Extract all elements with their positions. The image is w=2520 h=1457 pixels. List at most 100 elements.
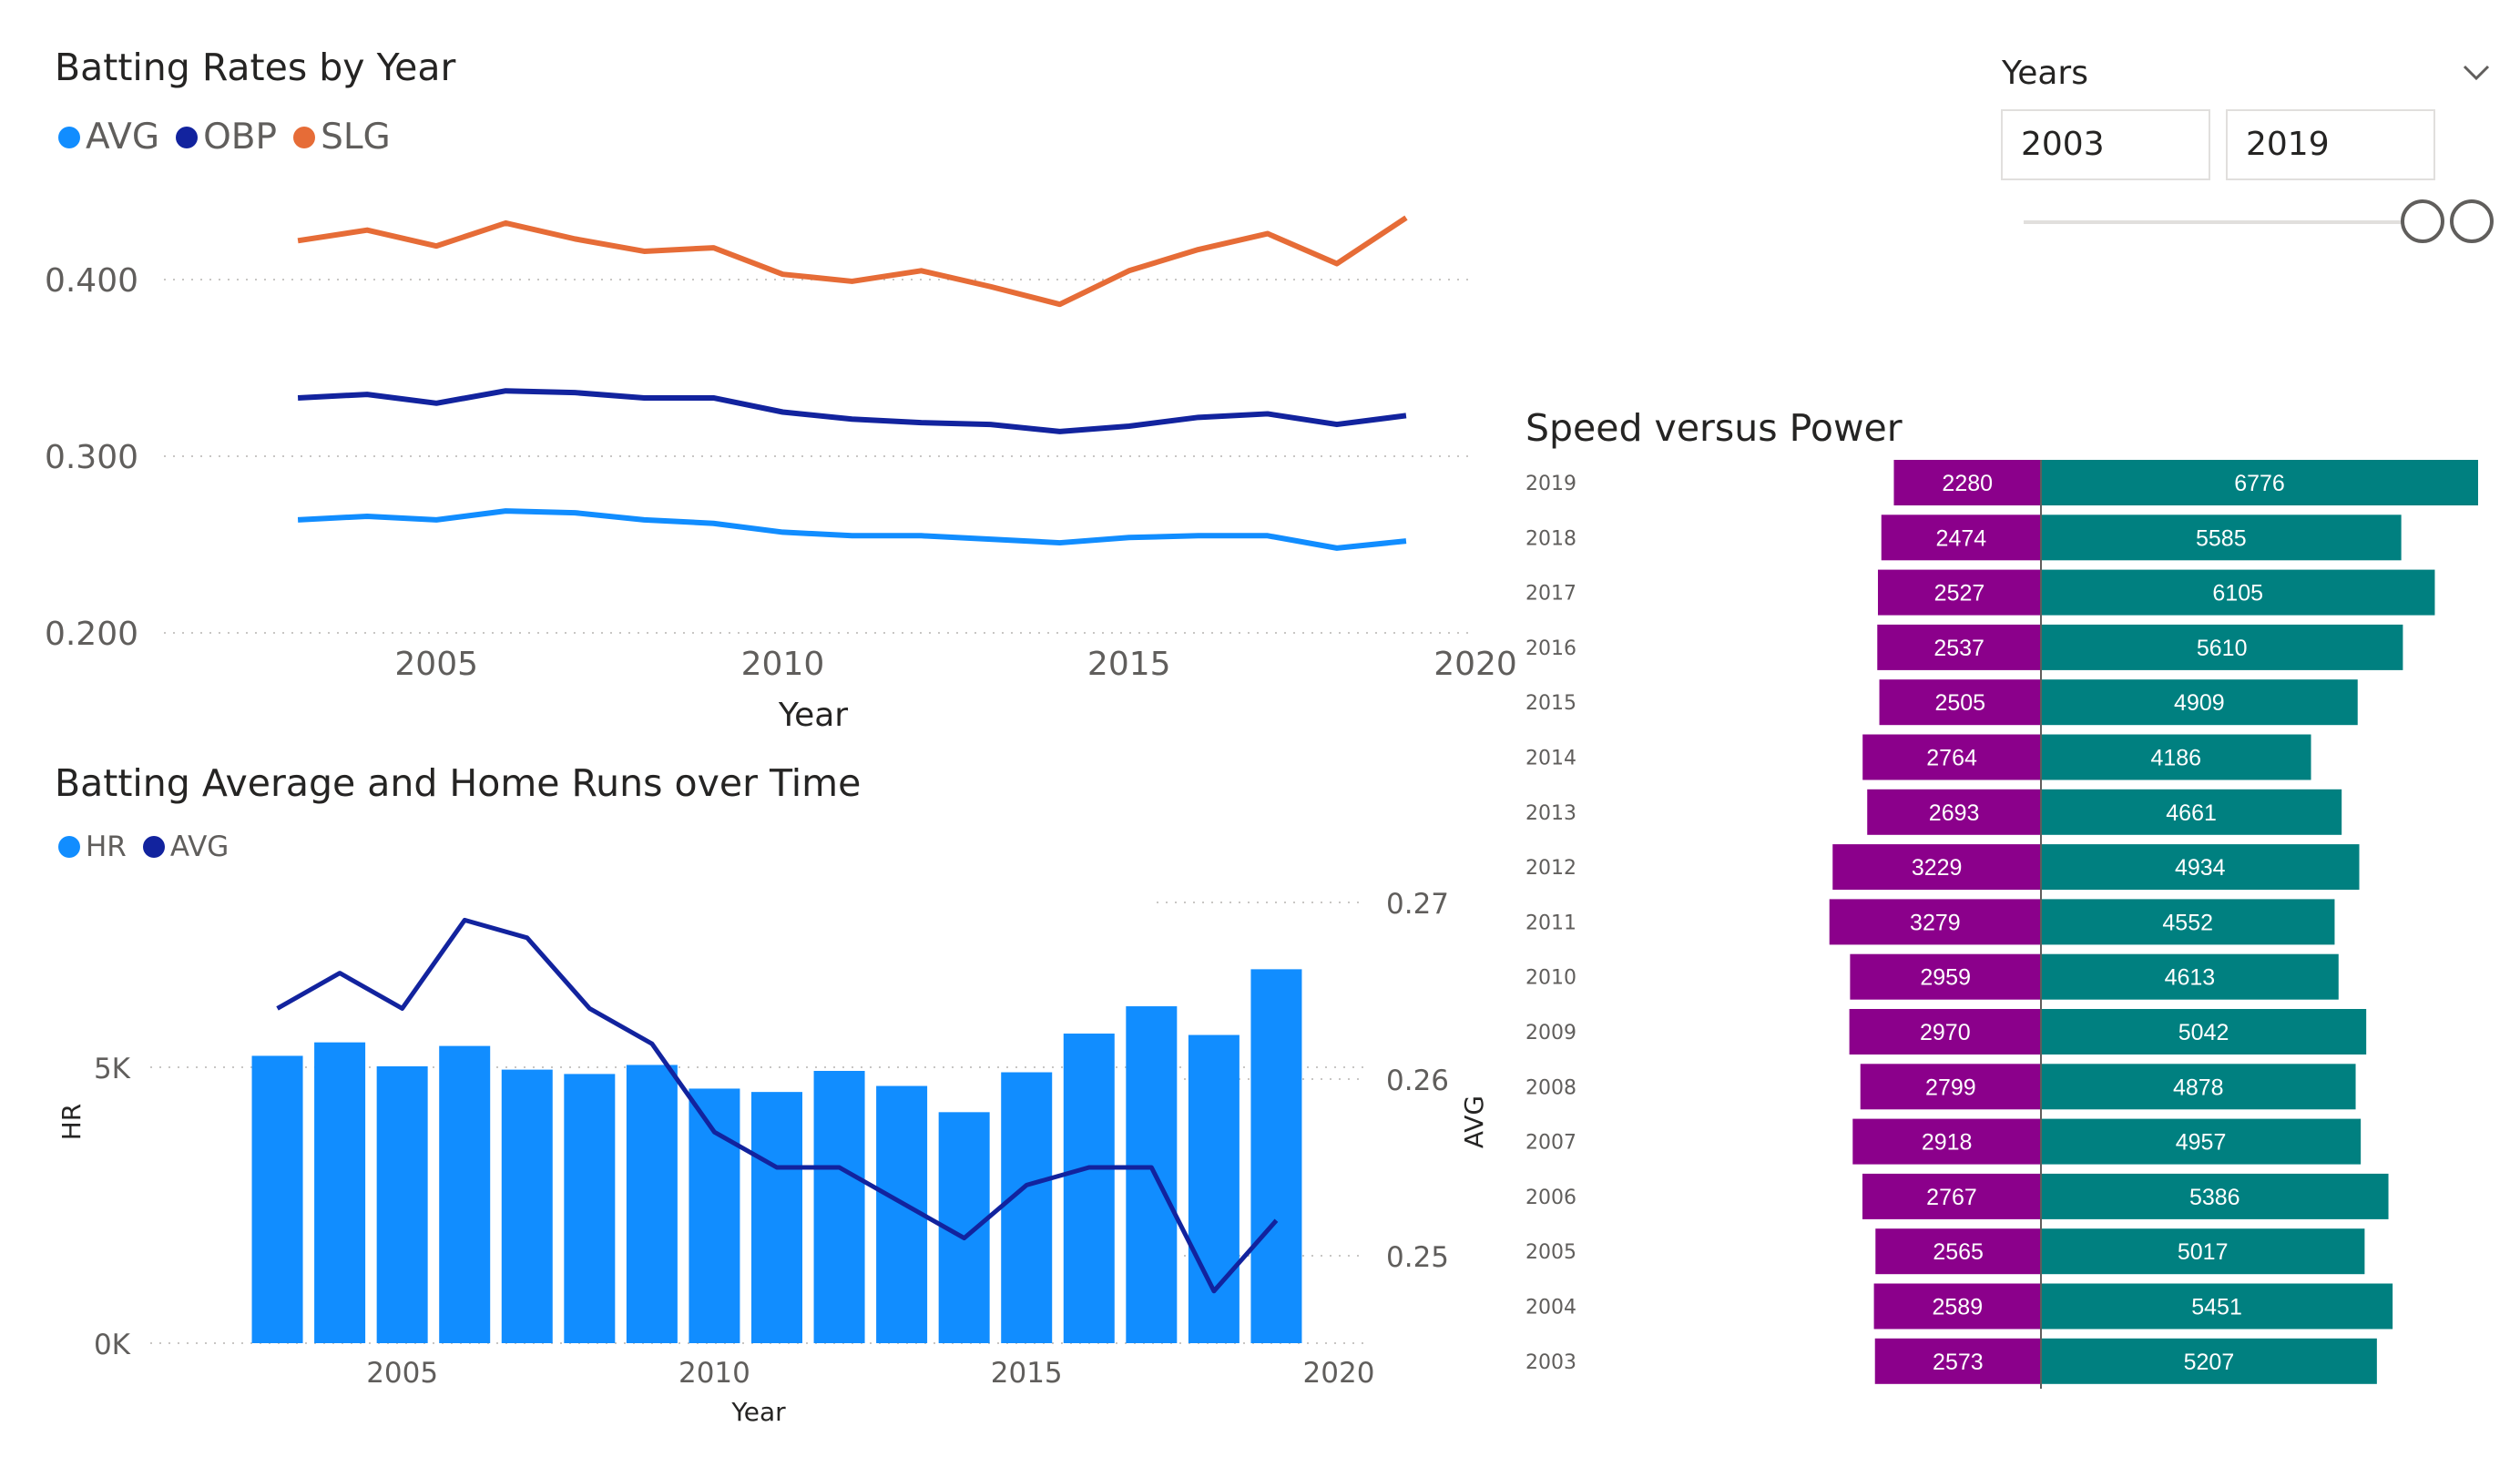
avg-hr-legend-item-hr[interactable]: HR: [58, 830, 127, 863]
power-bar[interactable]: [2041, 569, 2435, 616]
speed-bar[interactable]: [1893, 460, 2041, 505]
power-bar[interactable]: [2041, 460, 2478, 505]
legend-dot-icon: [58, 836, 80, 858]
x-axis-label: Year: [778, 697, 848, 734]
speed-bar[interactable]: [1832, 844, 2041, 891]
series-line-obp[interactable]: [297, 388, 1407, 434]
hr-bar[interactable]: [813, 1070, 865, 1343]
power-value-label: 5610: [2197, 636, 2248, 661]
speed-bar[interactable]: [1850, 953, 2041, 1000]
power-bar[interactable]: [2041, 789, 2342, 835]
power-bar[interactable]: [2041, 1064, 2356, 1110]
speed-bar[interactable]: [1852, 1118, 2041, 1165]
year-start-input[interactable]: 2003: [2001, 109, 2210, 180]
power-bar[interactable]: [2041, 734, 2311, 780]
hr-bar[interactable]: [1001, 1072, 1053, 1343]
category-label: 2004: [1525, 1297, 1576, 1319]
year-slider-start-handle[interactable]: [2401, 199, 2444, 243]
avg-hr-legend-item-avg[interactable]: AVG: [142, 830, 230, 863]
power-bar[interactable]: [2041, 515, 2402, 561]
speed-bar[interactable]: [1874, 1338, 2041, 1384]
speed-bar[interactable]: [1881, 515, 2041, 561]
speed-value-label: 2527: [1934, 581, 1985, 606]
legend-label: SLG: [321, 117, 391, 158]
power-bar[interactable]: [2041, 844, 2360, 891]
category-label: 2009: [1525, 1022, 1576, 1044]
power-bar[interactable]: [2041, 1009, 2367, 1055]
speed-bar[interactable]: [1829, 899, 2041, 945]
x-tick-label: 2020: [1303, 1357, 1375, 1390]
legend-label: AVG: [169, 830, 230, 863]
category-label: 2005: [1525, 1241, 1576, 1264]
hr-bar[interactable]: [1063, 1034, 1115, 1343]
power-bar[interactable]: [2041, 953, 2339, 1000]
power-bar[interactable]: [2041, 679, 2358, 726]
power-bar[interactable]: [2041, 1338, 2377, 1384]
category-label: 2011: [1525, 912, 1576, 934]
hr-bar[interactable]: [251, 1055, 303, 1343]
series-line-avg[interactable]: [297, 508, 1407, 551]
speed-value-label: 2537: [1933, 636, 1984, 661]
power-bar[interactable]: [2041, 1228, 2365, 1275]
speed-power-title: Speed versus Power: [1525, 406, 1903, 450]
avg-hr-legend: HR AVG: [58, 830, 245, 863]
speed-bar[interactable]: [1877, 624, 2041, 670]
speed-bar[interactable]: [1873, 1283, 2041, 1330]
speed-value-label: 2474: [1936, 525, 1987, 551]
hr-bar[interactable]: [626, 1065, 678, 1343]
hr-bar[interactable]: [750, 1092, 802, 1343]
y-tick-label: 0K: [94, 1329, 131, 1361]
category-label: 2014: [1525, 748, 1576, 770]
x-tick-label: 2005: [366, 1357, 438, 1390]
batting-rates-legend-item-obp[interactable]: OBP: [176, 117, 277, 158]
power-value-label: 4661: [2166, 800, 2217, 826]
hr-bar[interactable]: [314, 1042, 366, 1343]
hr-bar[interactable]: [1126, 1006, 1178, 1343]
category-label: 2016: [1525, 637, 1576, 660]
legend-dot-icon: [176, 126, 199, 148]
year-slider-track[interactable]: [2024, 220, 2424, 224]
y-tick-label: 0.200: [45, 616, 138, 653]
power-value-label: 4909: [2174, 690, 2225, 716]
batting-rates-legend-item-slg[interactable]: SLG: [293, 117, 391, 158]
hr-bar[interactable]: [376, 1065, 428, 1343]
speed-value-label: 2799: [1925, 1075, 1976, 1100]
speed-value-label: 2565: [1933, 1239, 1984, 1265]
speed-bar[interactable]: [1862, 734, 2041, 780]
hr-bar[interactable]: [501, 1069, 553, 1343]
power-bar[interactable]: [2041, 899, 2335, 945]
hr-bar[interactable]: [564, 1074, 616, 1343]
series-line-avg[interactable]: [276, 917, 1279, 1294]
speed-bar[interactable]: [1867, 789, 2041, 835]
category-label: 2015: [1525, 692, 1576, 715]
power-value-label: 4613: [2165, 965, 2216, 991]
year-slider-end-handle[interactable]: [2450, 199, 2494, 243]
hr-bar[interactable]: [439, 1045, 491, 1343]
speed-bar[interactable]: [1877, 569, 2041, 616]
power-value-label: 6776: [2234, 471, 2285, 496]
avg-hr-title: Batting Average and Home Runs over Time: [55, 761, 862, 805]
hr-bar[interactable]: [1250, 969, 1302, 1343]
speed-bar[interactable]: [1849, 1009, 2041, 1055]
category-label: 2003: [1525, 1351, 1576, 1374]
power-bar[interactable]: [2041, 624, 2403, 670]
legend-label: AVG: [86, 117, 160, 158]
power-value-label: 5451: [2191, 1295, 2242, 1320]
power-value-label: 4934: [2175, 855, 2226, 881]
speed-bar[interactable]: [1875, 1228, 2041, 1275]
power-bar[interactable]: [2041, 1173, 2389, 1219]
power-bar[interactable]: [2041, 1283, 2393, 1330]
batting-rates-legend-item-avg[interactable]: AVG: [58, 117, 159, 158]
power-value-label: 5017: [2178, 1239, 2229, 1265]
speed-bar[interactable]: [1860, 1064, 2041, 1110]
y-axis-label: HR: [56, 1104, 87, 1141]
power-value-label: 5207: [2184, 1350, 2235, 1375]
power-bar[interactable]: [2041, 1118, 2362, 1165]
speed-value-label: 2918: [1922, 1130, 1973, 1156]
speed-bar[interactable]: [1879, 679, 2041, 726]
year-end-input[interactable]: 2019: [2226, 109, 2435, 180]
chevron-down-icon[interactable]: [2459, 58, 2494, 86]
speed-bar[interactable]: [1862, 1173, 2041, 1219]
series-line-slg[interactable]: [297, 215, 1408, 308]
